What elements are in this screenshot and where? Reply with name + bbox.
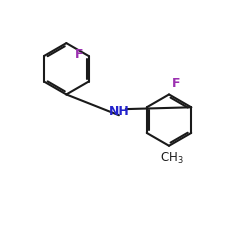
Text: CH$_3$: CH$_3$: [160, 151, 184, 166]
Text: F: F: [172, 77, 180, 90]
Text: F: F: [75, 48, 83, 61]
Text: NH: NH: [108, 105, 129, 118]
